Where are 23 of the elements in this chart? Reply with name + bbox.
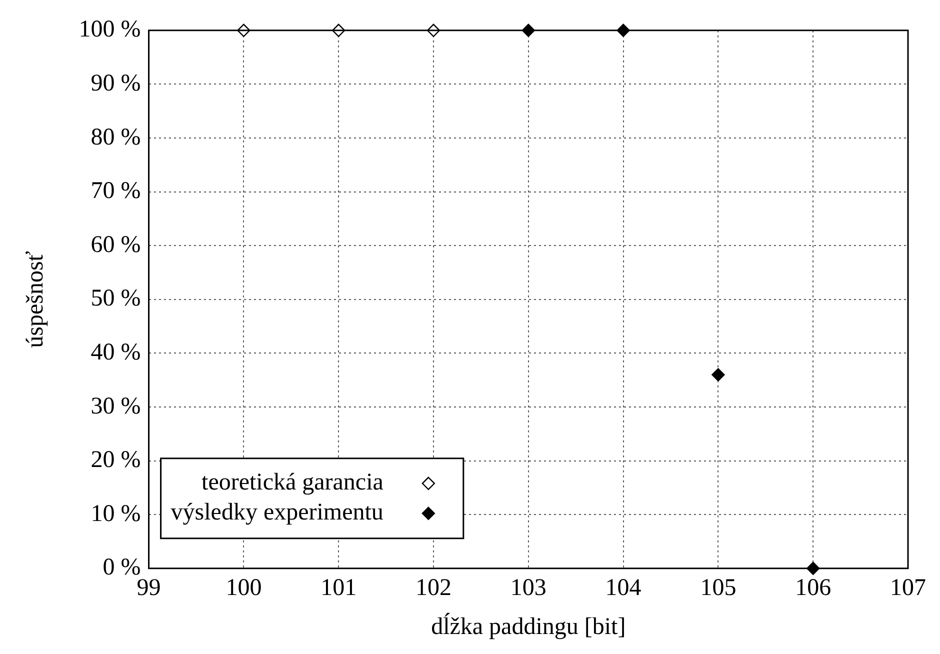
y-axis-title: úspešnosť — [22, 250, 49, 348]
x-tick-label: 100 — [226, 575, 262, 602]
x-tick-label: 106 — [795, 575, 832, 602]
x-tick-label: 102 — [415, 575, 452, 602]
y-tick-label: 20 % — [90, 447, 141, 474]
x-tick-label: 107 — [890, 575, 926, 602]
x-tick-label: 103 — [510, 575, 546, 602]
y-tick-label: 40 % — [90, 339, 141, 366]
y-tick-label: 100 % — [78, 16, 141, 43]
x-tick-label: 105 — [700, 575, 736, 602]
y-tick-label: 10 % — [90, 500, 141, 527]
y-tick-label: 90 % — [90, 70, 141, 96]
y-tick-label: 30 % — [90, 393, 141, 420]
legend-label: teoretická garancia — [202, 470, 384, 496]
x-tick-label: 104 — [605, 575, 642, 602]
y-tick-label: 50 % — [90, 286, 141, 312]
y-tick-label: 70 % — [90, 178, 141, 204]
x-tick-label: 101 — [320, 575, 357, 602]
legend-label: výsledky experimentu — [170, 500, 384, 526]
x-axis-title: dĺžka paddingu [bit] — [431, 612, 626, 640]
point — [712, 368, 725, 382]
y-tick-label: 80 % — [90, 124, 141, 150]
y-tick-label: 60 % — [90, 232, 141, 258]
